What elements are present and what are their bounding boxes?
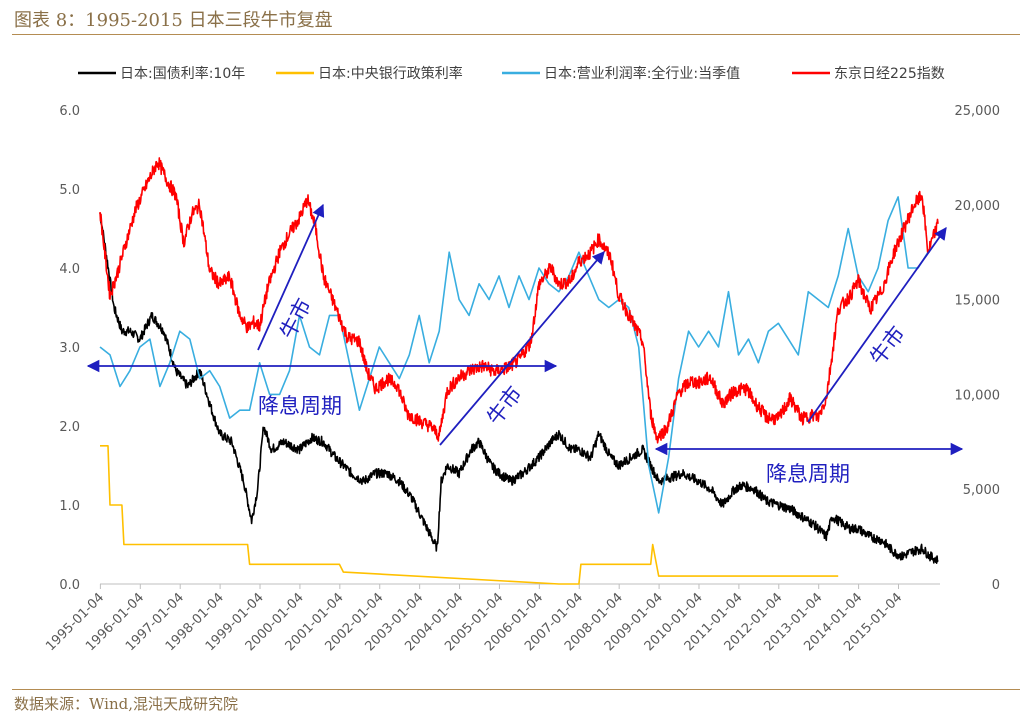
axes: 1995-01-041996-01-041997-01-041998-01-04… bbox=[43, 104, 1000, 654]
annotation-label-4: 降息周期 bbox=[766, 462, 850, 486]
bull-arrow-3 bbox=[807, 226, 947, 423]
bull-arrow-1 bbox=[257, 203, 325, 351]
source-rule bbox=[12, 689, 1020, 690]
legend-label-2: 日本:中央银行政策利率 bbox=[318, 65, 463, 82]
figure-title: 图表 8：1995-2015 日本三段牛市复盘 bbox=[14, 10, 333, 31]
legend-label-1: 日本:国债利率:10年 bbox=[120, 65, 245, 82]
y-right-tick-label: 0 bbox=[992, 578, 1000, 593]
series-line-4 bbox=[99, 157, 939, 444]
y-right-tick-label: 10,000 bbox=[955, 388, 1001, 403]
y-left-tick-label: 3.0 bbox=[59, 341, 80, 356]
bull-arrow-2 bbox=[439, 251, 605, 446]
y-left-tick-label: 4.0 bbox=[59, 262, 80, 277]
y-left-tick-label: 5.0 bbox=[59, 183, 80, 198]
series-line-1 bbox=[99, 212, 939, 565]
series-line-2 bbox=[100, 444, 839, 585]
y-right-tick-label: 25,000 bbox=[955, 104, 1001, 119]
legend-label-3: 日本:营业利润率:全行业:当季值 bbox=[544, 65, 740, 82]
annotation-label-2: 降息周期 bbox=[258, 394, 342, 418]
series-line-3 bbox=[99, 196, 929, 514]
legend-label-4: 东京日经225指数 bbox=[834, 66, 945, 82]
y-left-tick-label: 6.0 bbox=[59, 104, 80, 119]
figure-source: 数据来源：Wind,混沌天成研究院 bbox=[14, 695, 238, 713]
legend: 日本:国债利率:10年 日本:中央银行政策利率 日本:营业利润率:全行业:当季值 东京… bbox=[78, 65, 945, 82]
y-right-tick-label: 15,000 bbox=[955, 294, 1001, 309]
annotation-label-1: 牛市 bbox=[275, 295, 316, 343]
y-left-tick-label: 2.0 bbox=[59, 420, 80, 435]
y-left-tick-label: 1.0 bbox=[59, 499, 80, 514]
title-rule bbox=[12, 34, 1020, 35]
y-right-tick-label: 5,000 bbox=[963, 483, 1000, 498]
y-left-tick-label: 0.0 bbox=[59, 578, 80, 593]
annotation-label-5: 牛市 bbox=[865, 322, 910, 370]
y-right-tick-label: 20,000 bbox=[955, 199, 1001, 214]
series-lines bbox=[99, 157, 939, 585]
